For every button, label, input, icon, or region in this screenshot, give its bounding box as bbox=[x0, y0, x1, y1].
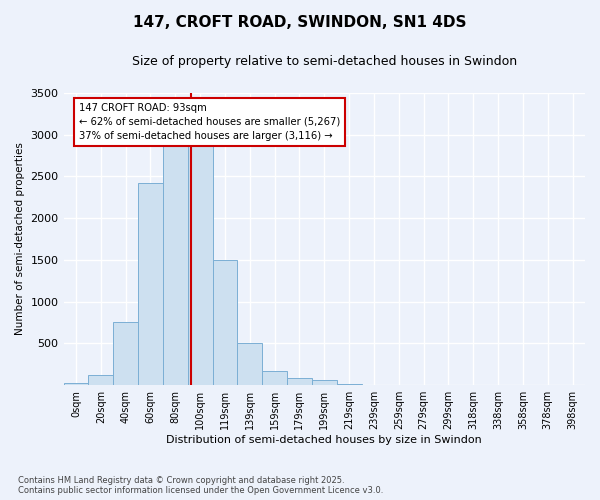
Bar bbox=[64, 382, 88, 385]
Bar bbox=[212, 260, 238, 385]
Title: Size of property relative to semi-detached houses in Swindon: Size of property relative to semi-detach… bbox=[132, 55, 517, 68]
Bar bbox=[312, 380, 337, 385]
Bar bbox=[188, 138, 212, 385]
Bar bbox=[337, 384, 362, 385]
Text: 147, CROFT ROAD, SWINDON, SN1 4DS: 147, CROFT ROAD, SWINDON, SN1 4DS bbox=[133, 15, 467, 30]
Text: 147 CROFT ROAD: 93sqm
← 62% of semi-detached houses are smaller (5,267)
37% of s: 147 CROFT ROAD: 93sqm ← 62% of semi-deta… bbox=[79, 103, 340, 141]
Bar bbox=[238, 342, 262, 385]
Bar bbox=[113, 322, 138, 385]
Bar bbox=[138, 183, 163, 385]
X-axis label: Distribution of semi-detached houses by size in Swindon: Distribution of semi-detached houses by … bbox=[166, 435, 482, 445]
Bar bbox=[262, 370, 287, 385]
Bar bbox=[287, 378, 312, 385]
Bar bbox=[88, 375, 113, 385]
Text: Contains HM Land Registry data © Crown copyright and database right 2025.
Contai: Contains HM Land Registry data © Crown c… bbox=[18, 476, 383, 495]
Y-axis label: Number of semi-detached properties: Number of semi-detached properties bbox=[15, 142, 25, 336]
Bar bbox=[163, 134, 188, 385]
